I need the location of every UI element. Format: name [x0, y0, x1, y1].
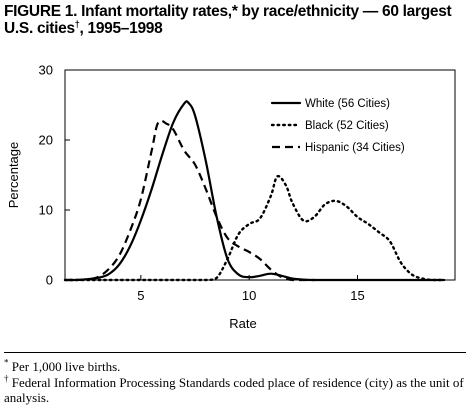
figure-title: FIGURE 1. Infant mortality rates,* by ra… [4, 3, 464, 37]
x-tick-label: 15 [350, 288, 364, 303]
footnote-2-mark: † [4, 373, 9, 384]
footnote-1: * Per 1,000 live births. [4, 357, 466, 375]
title-dagger: † [74, 18, 80, 29]
chart-svg: 0 10 20 30 5 10 15 White (56 Cities) Black (52 … [6, 63, 456, 331]
figure-title-line-2: U.S. cities†, 1995–1998 [4, 18, 464, 37]
footnotes: * Per 1,000 live births. † Federal Infor… [4, 352, 466, 406]
legend: White (56 Cities) Black (52 Cities) Hispan… [270, 98, 405, 154]
y-axis-label: Percentage [6, 142, 21, 209]
legend-label-black: Black (52 Cities) [305, 120, 389, 132]
figure-title-suffix: , 1995–1998 [79, 20, 163, 37]
y-tick-label: 10 [39, 203, 53, 218]
series-line-hispanic [65, 119, 315, 282]
footnote-2-text: Federal Information Processing Standards… [4, 374, 464, 406]
x-tick-label: 10 [242, 288, 256, 303]
legend-label-white: White (56 Cities) [305, 98, 390, 110]
x-tick-label: 5 [137, 288, 144, 303]
y-tick-label: 0 [46, 273, 53, 288]
x-axis-label: Rate [229, 316, 256, 331]
figure-title-line-1: FIGURE 1. Infant mortality rates,* by ra… [4, 3, 452, 20]
y-tick-label: 30 [39, 63, 53, 78]
figure-title-prefix: U.S. cities [4, 20, 75, 37]
series-line-black [63, 174, 446, 282]
plot-frame [64, 69, 456, 281]
legend-label-hispanic: Hispanic (34 Cities) [305, 142, 405, 154]
footnote-2: † Federal Information Processing Standar… [4, 373, 466, 406]
y-tick-label: 20 [39, 133, 53, 148]
series-group [63, 100, 446, 282]
footnote-1-text: Per 1,000 live births. [8, 359, 121, 374]
ticks-group: 0 10 20 30 5 10 15 [39, 63, 365, 304]
footnote-1-mark: * [4, 357, 9, 368]
